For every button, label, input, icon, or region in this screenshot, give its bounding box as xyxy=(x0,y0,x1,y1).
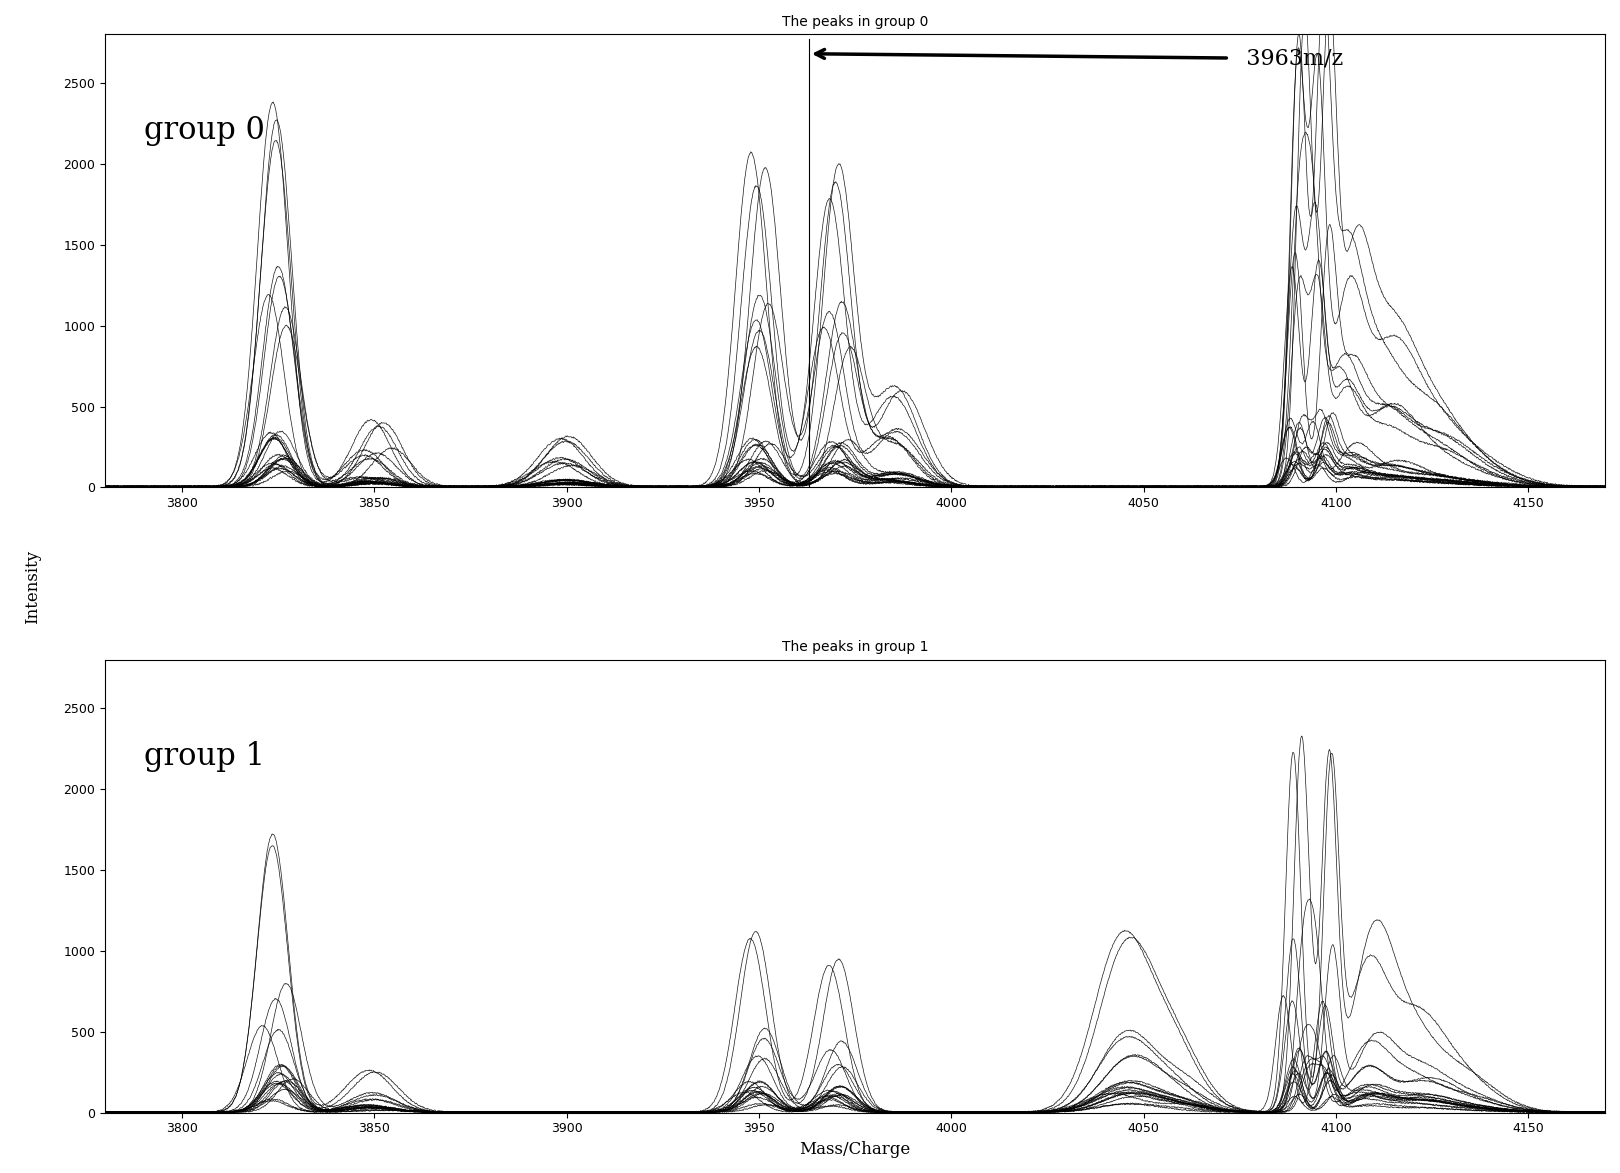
X-axis label: Mass/Charge: Mass/Charge xyxy=(800,1141,910,1158)
Title: The peaks in group 1: The peaks in group 1 xyxy=(782,640,928,655)
Text: 3963m/z: 3963m/z xyxy=(815,48,1343,69)
Text: group 1: group 1 xyxy=(144,740,264,772)
Title: The peaks in group 0: The peaks in group 0 xyxy=(782,15,928,29)
Text: Intensity: Intensity xyxy=(24,549,40,624)
Text: group 0: group 0 xyxy=(144,115,264,147)
